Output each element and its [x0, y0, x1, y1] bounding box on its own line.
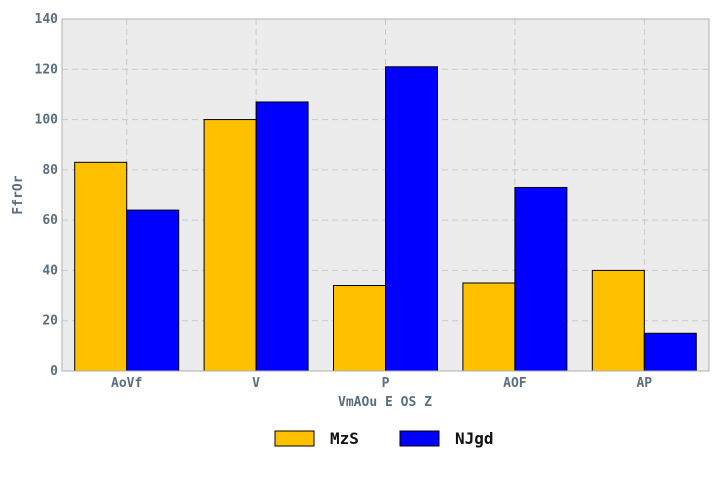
x-tick-label: P — [382, 376, 390, 391]
x-tick-labels: AoVf V P AOF AP — [111, 376, 652, 391]
plot-frame — [61, 18, 710, 372]
y-tick-label: 0 — [50, 364, 58, 379]
legend-label: NJgd — [455, 429, 494, 448]
y-tick-label: 100 — [35, 113, 59, 128]
bar-NJgd-AP — [643, 332, 697, 372]
bar-MzS-V — [203, 119, 257, 372]
legend-swatch — [274, 430, 315, 447]
y-axis-title: FfrOr — [11, 175, 26, 214]
y-tick-label: 80 — [42, 163, 58, 178]
legend-swatch — [399, 430, 440, 447]
y-tick-label: 120 — [35, 62, 59, 77]
x-tick-label: AoVf — [111, 376, 142, 391]
bar-MzS-AP — [591, 269, 645, 372]
bar-MzS-P — [333, 285, 386, 372]
y-tick-labels: 0 20 40 60 80 100 120 140 — [35, 12, 59, 379]
bars-group — [74, 66, 697, 372]
bar-NJgd-AOF — [514, 186, 568, 372]
y-tick-label: 140 — [35, 12, 59, 27]
bar-MzS-AOF — [462, 282, 516, 372]
y-tick-label: 20 — [42, 314, 58, 329]
bar-NJgd-V — [255, 101, 309, 372]
legend-label: MzS — [330, 429, 359, 448]
y-tick-label: 60 — [42, 213, 58, 228]
x-tick-label: AOF — [503, 376, 527, 391]
x-tick-label: AP — [636, 376, 652, 391]
y-tick-label: 40 — [42, 263, 58, 278]
bar-NJgd-P — [385, 66, 438, 372]
x-tick-label: V — [252, 376, 260, 391]
legend: MzS NJgd — [274, 429, 494, 448]
bar-NJgd-AoVf — [126, 209, 180, 372]
bar-MzS-AoVf — [74, 161, 128, 372]
x-axis-title: VmAOu E OS Z — [338, 395, 432, 410]
